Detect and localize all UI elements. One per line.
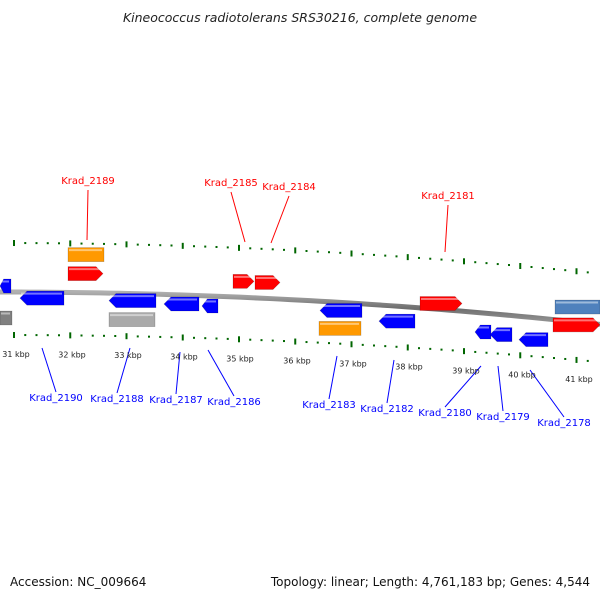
gene-arrow <box>518 332 549 347</box>
gene-arrow <box>319 303 363 318</box>
gene-label: Krad_2190 <box>29 393 83 404</box>
gene-arrow <box>201 298 219 314</box>
gene-label: Krad_2180 <box>418 408 472 419</box>
leader-line <box>116 347 131 394</box>
pseudo-gene-box <box>108 312 156 327</box>
gene-label: Krad_2189 <box>61 176 115 187</box>
leader-line <box>41 347 57 393</box>
gene-arrow <box>419 296 463 311</box>
label-leader-lines <box>41 189 565 418</box>
gene-label: Krad_2183 <box>302 400 356 411</box>
leader-line <box>529 369 565 418</box>
gene-arrow <box>163 296 200 312</box>
gene-arrow <box>0 278 12 294</box>
map-title: Kineococcus radiotolerans SRS30216, comp… <box>122 10 478 25</box>
scale-label: 36 kbp <box>283 357 311 366</box>
leader-line <box>86 189 89 241</box>
scale-label: 34 kbp <box>170 353 198 362</box>
gene-label: Krad_2178 <box>537 418 591 429</box>
gene-labels: Krad_2189 Krad_2185 Krad_2184 Krad_2181 Krad… <box>29 176 591 429</box>
leader-line <box>386 359 395 404</box>
gene-arrow <box>552 317 600 333</box>
gene-label: Krad_2185 <box>204 178 258 189</box>
scale-label: 38 kbp <box>395 363 423 372</box>
leader-line <box>207 349 235 397</box>
scale-label: 31 kbp <box>2 350 30 359</box>
gene-box <box>554 299 600 315</box>
scale-label: 37 kbp <box>339 359 367 368</box>
rna-gene-box <box>67 247 105 262</box>
gene-label: Krad_2184 <box>262 182 316 193</box>
leader-line <box>230 191 246 243</box>
scale-label: 32 kbp <box>58 350 86 359</box>
genome-backbone <box>0 289 600 327</box>
gene-label: Krad_2188 <box>90 394 144 405</box>
lower-tick-axis <box>13 332 589 363</box>
scale-label: 39 kbp <box>452 366 480 375</box>
leader-line <box>175 351 181 395</box>
gene-arrow <box>108 293 157 308</box>
gene-label: Krad_2181 <box>421 191 475 202</box>
gene-arrow <box>19 290 65 306</box>
gene-box <box>0 310 13 326</box>
leader-line <box>270 195 290 244</box>
leader-line <box>444 365 482 408</box>
accession-text: Accession: NC_009664 <box>10 575 147 589</box>
gene-label: Krad_2187 <box>149 395 203 406</box>
gene-label: Krad_2186 <box>207 397 261 408</box>
scale-label: 41 kbp <box>565 375 593 384</box>
gene-label: Krad_2179 <box>476 412 530 423</box>
gene-arrow <box>489 327 513 342</box>
leader-line <box>444 204 449 253</box>
scale-labels: 31 kbp 32 kbp 33 kbp 34 kbp 35 kbp 36 kbp 37 k… <box>2 350 593 384</box>
leader-line <box>328 355 338 400</box>
leader-line <box>497 365 504 412</box>
genome-summary-text: Topology: linear; Length: 4,761,183 bp; … <box>270 575 590 589</box>
gene-arrow <box>232 274 255 289</box>
scale-label: 40 kbp <box>508 370 536 379</box>
gene-arrow <box>67 266 104 281</box>
scale-label: 33 kbp <box>114 351 142 360</box>
upper-tick-axis <box>13 240 589 275</box>
gene-arrow <box>378 313 416 329</box>
gene-arrow <box>474 324 492 340</box>
gene-label: Krad_2182 <box>360 404 414 415</box>
rna-gene-box <box>318 321 362 336</box>
gene-arrow <box>254 275 281 290</box>
scale-label: 35 kbp <box>226 354 254 363</box>
gene-features <box>0 247 600 347</box>
